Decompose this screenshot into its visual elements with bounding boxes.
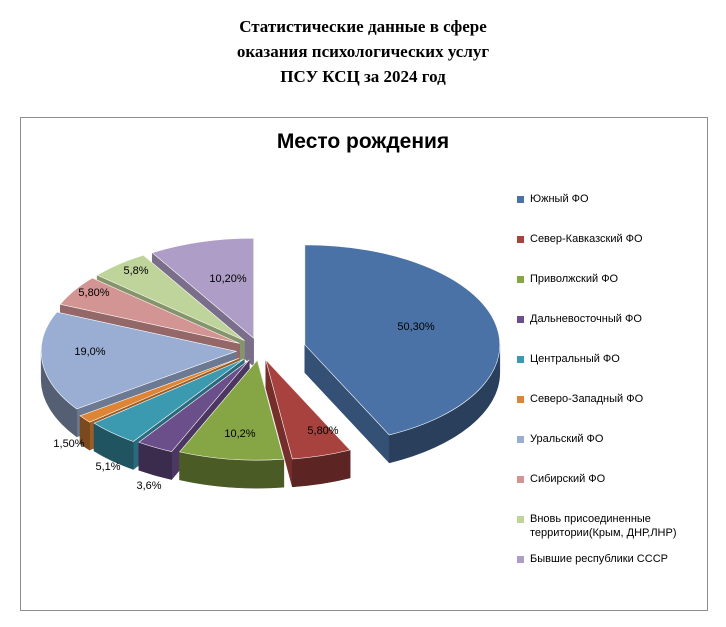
legend-label: Сибирский ФО [530,473,606,485]
legend-label: Вновь присоединенные территории(Крым, ДН… [530,513,677,539]
data-label: 5,80% [307,425,338,437]
page-title-line-3: ПСУ КСЦ за 2024 год [280,67,446,86]
page-title: Статистические данные в сфере оказания п… [0,14,726,89]
legend-swatch [517,356,524,363]
legend-label: Южный ФО [530,193,589,205]
legend-label: Центральный ФО [530,353,620,365]
legend-swatch [517,436,524,443]
legend-item: Уральский ФО [517,432,707,446]
data-label: 3,6% [136,480,161,492]
data-label: 5,80% [78,287,109,299]
data-label: 10,20% [209,273,247,285]
legend-swatch [517,316,524,323]
legend-swatch [517,276,524,283]
pie-slice [304,244,501,464]
data-label: 50,30% [397,321,435,333]
legend-swatch [517,196,524,203]
legend-label: Приволжский ФО [530,273,619,285]
legend-label: Северо-Западный ФО [530,393,644,405]
data-label: 5,1% [95,461,120,473]
data-label: 19,0% [74,346,105,358]
legend-item: Приволжский ФО [517,272,707,286]
data-label: 5,8% [123,265,148,277]
page-title-line-1: Статистические данные в сфере [239,17,487,36]
legend-item: Дальневосточный ФО [517,312,707,326]
page-title-line-2: оказания психологических услуг [236,42,490,61]
legend-label: Бывшие республики СССР [530,553,668,565]
legend-swatch [517,556,524,563]
legend-item: Южный ФО [517,192,707,206]
legend-item: Бывшие республики СССР [517,552,707,566]
legend-swatch [517,516,524,523]
chart-title: Место рождения [276,130,450,153]
legend-item: Вновь присоединенные территории(Крым, ДН… [517,512,707,540]
legend-label: Север-Кавказский ФО [530,233,643,245]
legend-label: Дальневосточный ФО [530,313,642,325]
data-label: 1,50% [53,438,84,450]
legend-swatch [517,236,524,243]
legend-swatch [517,476,524,483]
legend-item: Сибирский ФО [517,472,707,486]
legend-item: Северо-Западный ФО [517,392,707,406]
pie-slice [265,359,351,488]
legend-item: Центральный ФО [517,352,707,366]
legend-item: Север-Кавказский ФО [517,232,707,246]
legend-swatch [517,396,524,403]
legend-label: Уральский ФО [530,433,604,445]
pie-slice [179,359,285,489]
data-label: 10,2% [224,428,255,440]
